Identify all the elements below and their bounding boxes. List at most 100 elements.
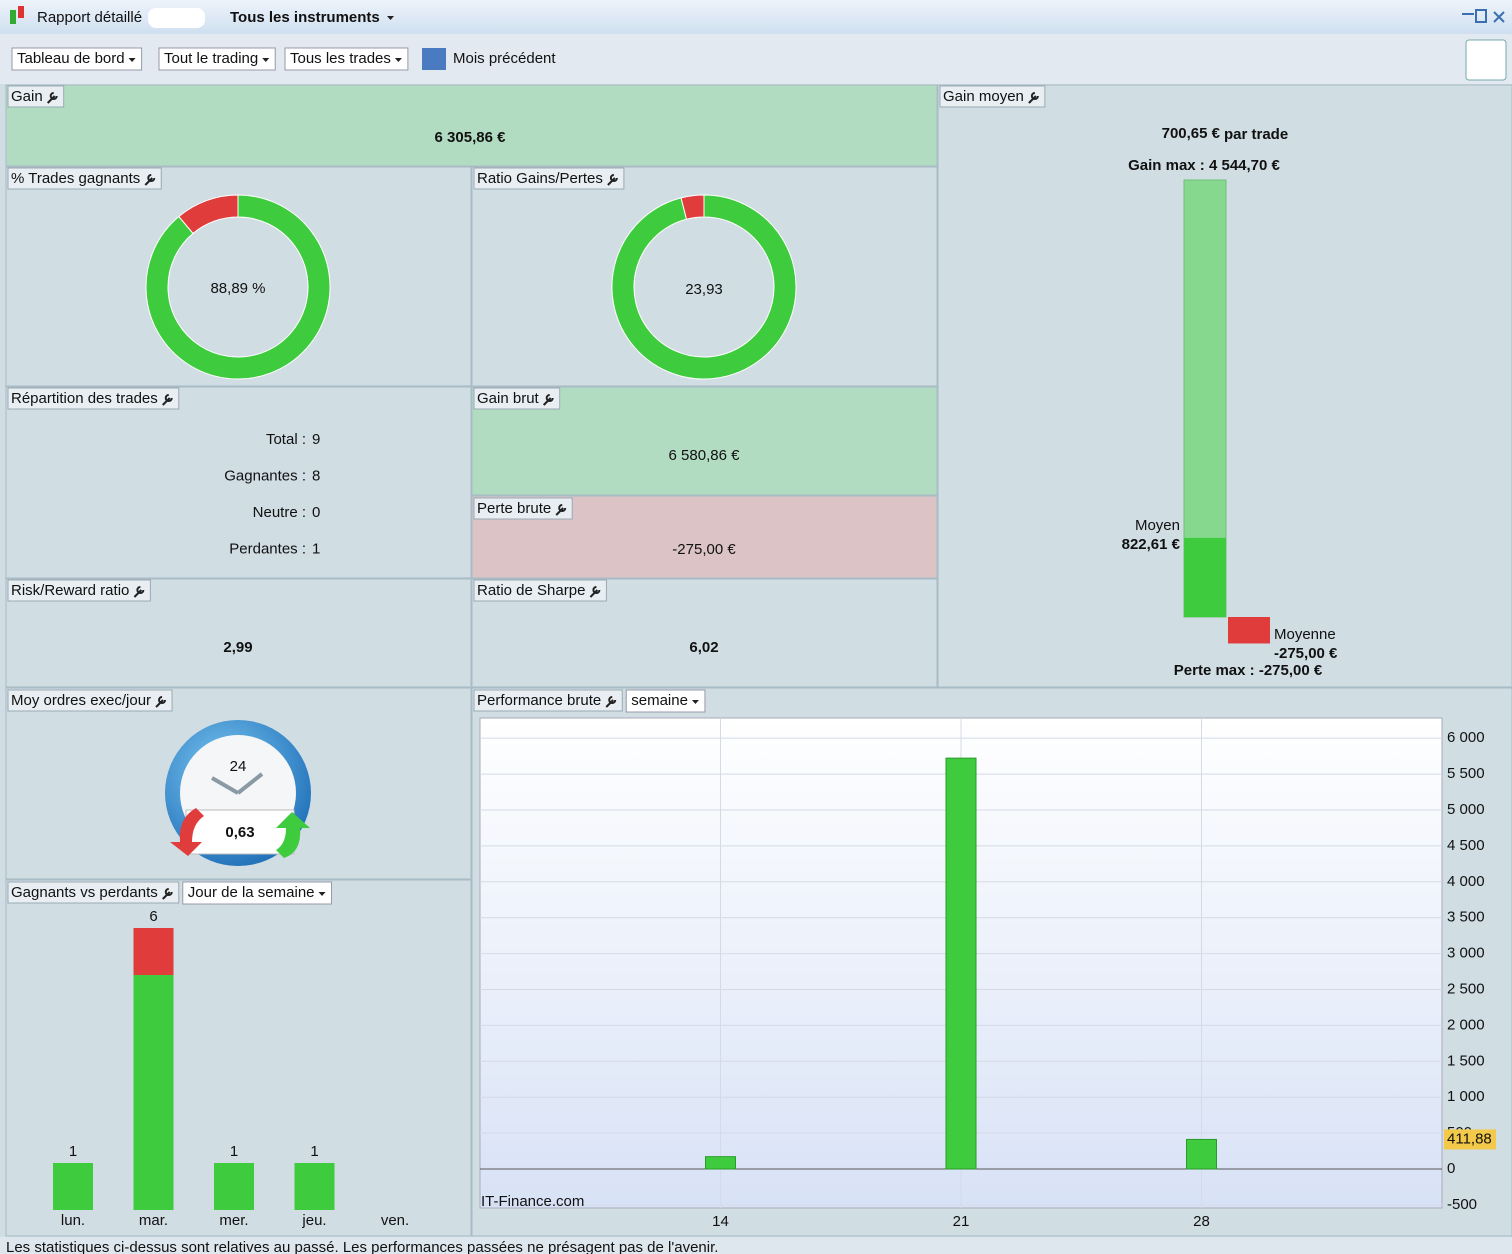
trades-selector-box[interactable] <box>284 47 409 71</box>
panel-tag <box>473 689 623 712</box>
panel-tag <box>473 167 625 190</box>
risk-reward-value: 2,99 <box>223 639 252 656</box>
x-tick-label: 28 <box>1193 1213 1210 1230</box>
panel-tag <box>7 579 151 602</box>
wrench-icon[interactable] <box>155 696 167 708</box>
period[interactable]: Mois précédent <box>453 50 556 67</box>
total-label: 6 <box>149 908 157 925</box>
wrench-icon[interactable] <box>605 696 617 708</box>
trading-selector[interactable]: Tout le trading <box>164 50 258 67</box>
panel-tag <box>7 881 180 904</box>
category-label: lun. <box>61 1212 85 1229</box>
panel-tag <box>473 497 573 520</box>
row-name: Perdantes : <box>229 540 306 557</box>
wrench-icon[interactable] <box>144 174 156 186</box>
wrench-icon[interactable] <box>46 92 58 104</box>
masked-field <box>148 8 205 28</box>
y-tick-label: 1 000 <box>1447 1088 1485 1105</box>
wrench-icon[interactable] <box>542 394 554 406</box>
mean-loss-bar <box>1228 617 1270 644</box>
loss-max-label: Perte max : -275,00 € <box>1174 662 1323 679</box>
gain-value: 6 305,86 € <box>435 129 507 146</box>
panel-tag <box>7 387 180 410</box>
y-tick-label: 6 000 <box>1447 729 1485 746</box>
wrench-icon[interactable] <box>162 888 173 900</box>
panel-title: Performance brute <box>477 692 601 709</box>
trades-selector[interactable]: Tous les trades <box>290 50 391 67</box>
donut-label: 88,89 % <box>210 280 265 297</box>
sharpe-value: 6,02 <box>689 639 718 656</box>
category-label: ven. <box>381 1212 409 1229</box>
wrench-icon[interactable] <box>555 504 567 516</box>
panel-selector-box[interactable] <box>625 689 706 713</box>
panel <box>5 84 938 167</box>
gauge-value: 0,63 <box>225 824 254 841</box>
panel-tag <box>7 167 162 190</box>
x-tick-label: 21 <box>953 1213 970 1230</box>
bar <box>1186 1138 1217 1170</box>
total-label: 1 <box>69 1143 77 1160</box>
instrument-selector[interactable]: Tous les instruments <box>230 9 380 26</box>
y-tick-label: 3 500 <box>1447 909 1485 926</box>
donut-loss <box>680 194 705 220</box>
panel-tag <box>7 689 173 712</box>
dropdown-arrow <box>318 892 326 896</box>
y-tick-label: 0 <box>1447 1160 1455 1177</box>
panel-title: Moy ordres exec/jour <box>11 692 151 709</box>
loss-mean-title: Moyenne <box>1274 626 1336 643</box>
panel-title: Gain <box>11 88 43 105</box>
wrench-icon[interactable] <box>589 586 601 598</box>
gauge-hands <box>211 772 264 795</box>
row-value: 9 <box>312 431 320 448</box>
bar-segment <box>133 975 174 1210</box>
gross-gain-value: 6 580,86 € <box>669 447 741 464</box>
row-value: 8 <box>312 467 320 484</box>
bar-segment <box>294 1163 335 1210</box>
donut-win <box>145 194 331 380</box>
y-tick-label: 1 500 <box>1447 1052 1485 1069</box>
wrench-icon[interactable] <box>607 174 618 186</box>
panel-selector-box[interactable] <box>182 881 333 905</box>
trading-selector-box[interactable] <box>158 47 276 71</box>
y-tick-label: 3 000 <box>1447 945 1485 962</box>
loss-mean-label: -275,00 € <box>1274 645 1338 662</box>
calendar-icon <box>422 48 446 70</box>
y-tick-label: 5 000 <box>1447 801 1485 818</box>
window-controls[interactable] <box>1462 9 1505 23</box>
dropdown-arrow <box>691 700 699 704</box>
mean-title: Moyen <box>1135 517 1180 534</box>
donut-loss <box>178 194 239 235</box>
avg-value: 700,65 € <box>1162 125 1221 142</box>
settings-button[interactable] <box>1465 39 1507 81</box>
panel-title: Gagnants vs perdants <box>11 884 158 901</box>
y-tick-label: 4 500 <box>1447 837 1485 854</box>
category-label: mar. <box>139 1212 168 1229</box>
y-tick-label: 4 000 <box>1447 873 1485 890</box>
y-tick-label: 2 500 <box>1447 980 1485 997</box>
dropdown-arrow <box>394 58 402 62</box>
panel-selector[interactable]: semaine <box>631 692 688 709</box>
wrench-icon[interactable] <box>133 586 145 598</box>
dropdown-arrow <box>387 16 394 20</box>
footer-bar <box>0 1237 1512 1254</box>
panel-tag <box>939 85 1046 108</box>
category-label: jeu. <box>301 1212 326 1229</box>
app-icon <box>10 10 16 24</box>
panel-selector[interactable]: Jour de la semaine <box>188 884 315 901</box>
last-value-box <box>1444 1129 1496 1150</box>
bar <box>945 757 977 1170</box>
wrench-icon[interactable] <box>162 394 173 406</box>
donut-label: 23,93 <box>685 281 723 298</box>
wrench-icon[interactable] <box>1028 92 1039 104</box>
watermark: IT-Finance.com <box>481 1193 584 1210</box>
y-tick-label: 5 500 <box>1447 765 1485 782</box>
view-selector[interactable]: Tableau de bord <box>17 50 125 67</box>
row-name: Neutre : <box>253 504 306 521</box>
donut-win <box>611 194 797 380</box>
row-value: 1 <box>312 540 320 557</box>
footer-text: Les statistiques ci-dessus sont relative… <box>6 1239 718 1254</box>
view-selector-box[interactable] <box>11 47 143 71</box>
panel-title: Risk/Reward ratio <box>11 582 129 599</box>
